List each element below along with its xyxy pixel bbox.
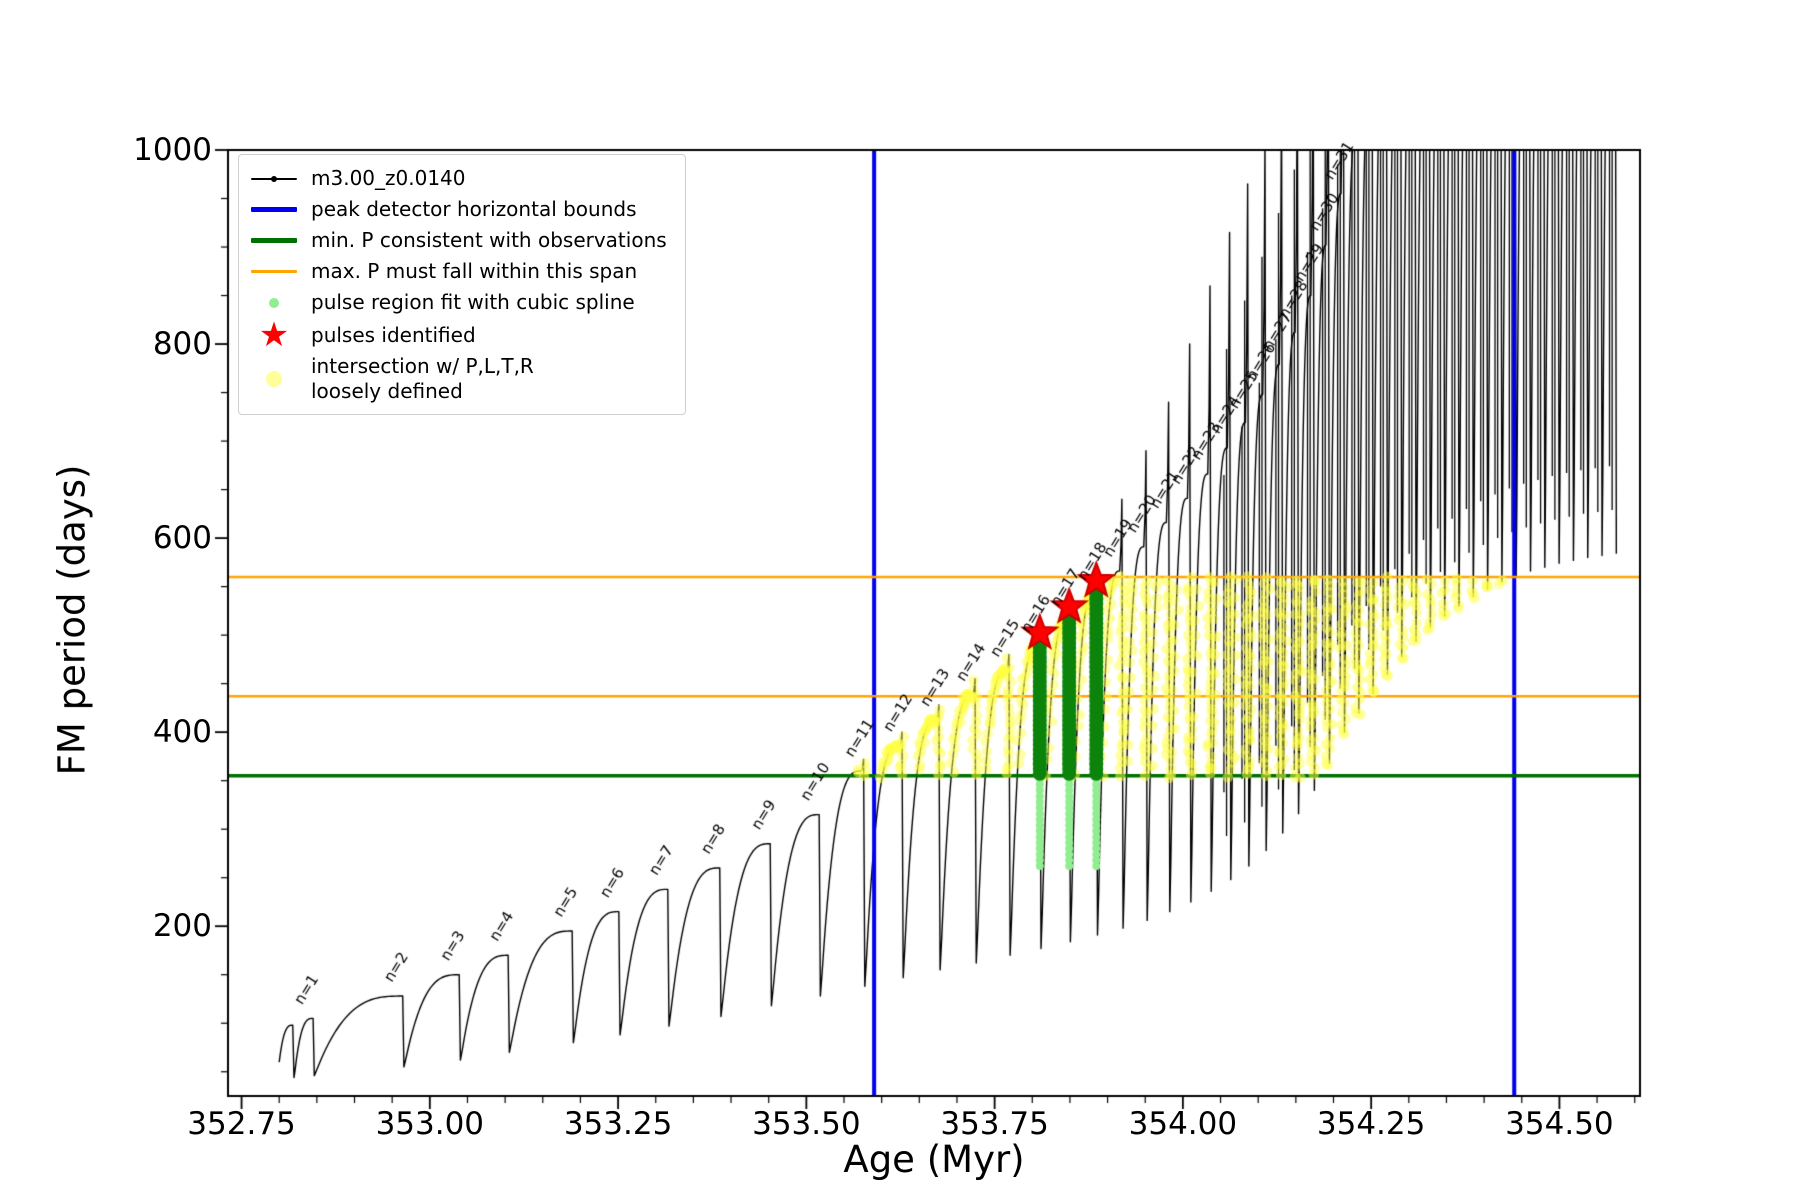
blue-line-marker — [251, 207, 297, 212]
green-line-marker — [251, 238, 297, 243]
y-axis-label: FM period (days) — [50, 464, 94, 776]
legend-label-intersection-line1: intersection w/ P,L,T,R — [311, 354, 534, 378]
line-swatch — [251, 207, 297, 212]
x-tick-label: 354.50 — [1505, 1106, 1614, 1142]
x-tick-label: 352.75 — [187, 1106, 296, 1142]
dot-swatch — [271, 175, 277, 182]
x-tick-label: 353.25 — [563, 1106, 673, 1142]
line-swatch — [251, 238, 297, 243]
legend-label-spline: pulse region fit with cubic spline — [311, 290, 635, 314]
legend-item-pulses: ★ pulses identified — [251, 315, 667, 355]
legend-label-peak-bounds: peak detector horizontal bounds — [311, 197, 637, 221]
line-swatch — [251, 270, 297, 273]
star-glyph: ★ — [258, 315, 290, 355]
x-tick-label: 353.75 — [940, 1106, 1049, 1142]
legend-label-intersection: intersection w/ P,L,T,R loosely defined — [311, 354, 534, 404]
y-tick-label: 400 — [152, 714, 212, 751]
legend-item-intersection: intersection w/ P,L,T,R loosely defined — [251, 354, 667, 404]
dot-swatch — [266, 371, 282, 387]
x-tick-label: 353.50 — [752, 1106, 861, 1142]
legend-item-min-p: min. P consistent with observations — [251, 227, 667, 254]
legend-label-pulses: pulses identified — [311, 322, 476, 347]
x-tick-label: 354.25 — [1316, 1106, 1426, 1142]
legend-label-min-p: min. P consistent with observations — [311, 228, 667, 252]
y-tick-label: 200 — [152, 908, 212, 945]
legend-label-series: m3.00_z0.0140 — [311, 166, 466, 190]
legend-item-max-p: max. P must fall within this span — [251, 258, 667, 285]
legend-label-max-p: max. P must fall within this span — [311, 259, 638, 283]
star-icon: ★ — [251, 315, 297, 355]
x-tick-label: 353.00 — [375, 1106, 485, 1142]
y-tick-label: 600 — [152, 520, 212, 557]
legend-item-spline: pulse region fit with cubic spline — [251, 289, 667, 316]
x-axis-label: Age (Myr) — [843, 1138, 1025, 1181]
y-tick-label: 1000 — [133, 132, 212, 168]
yellow-dot-marker — [251, 371, 297, 387]
y-tick-label: 800 — [152, 326, 212, 363]
legend-item-peak-bounds: peak detector horizontal bounds — [251, 196, 667, 223]
series-line-dot-marker — [251, 175, 297, 182]
x-tick-label: 354.00 — [1128, 1106, 1238, 1142]
dot-swatch — [269, 297, 279, 308]
orange-line-marker — [251, 270, 297, 273]
legend-label-intersection-line2: loosely defined — [311, 379, 463, 403]
legend: m3.00_z0.0140 peak detector horizontal b… — [238, 154, 686, 415]
legend-item-series: m3.00_z0.0140 — [251, 165, 667, 192]
green-dot-marker — [251, 297, 297, 308]
